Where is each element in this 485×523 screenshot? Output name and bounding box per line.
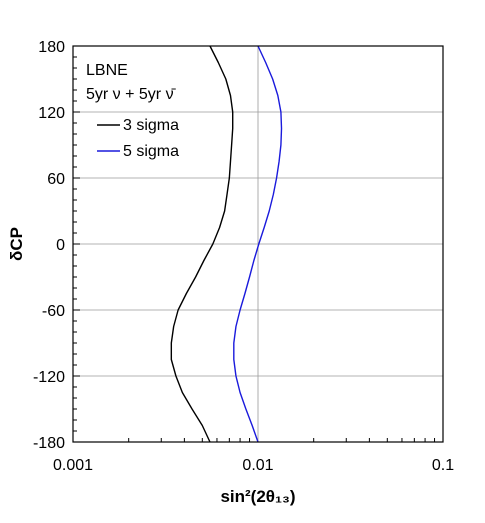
y-tick-label: -60 — [42, 303, 65, 320]
x-tick-label: 0.1 — [432, 457, 454, 474]
legend-label-3-sigma: 3 sigma — [123, 117, 179, 134]
legend-title-line-1: LBNE — [86, 62, 128, 79]
series-line-5-sigma — [233, 45, 283, 443]
series-line-3-sigma — [170, 45, 234, 443]
y-tick-labels: 180 120 60 0 -60 -120 -180 — [33, 39, 65, 452]
x-axis-title: sin²(2θ₁₃) — [220, 487, 295, 506]
x-tick-labels: 0.001 0.01 0.1 — [53, 457, 454, 474]
legend-title-line-2: 5yr ν + 5yr ν̄ — [86, 86, 177, 103]
y-tick-label: -120 — [33, 369, 65, 386]
legend-label-5-sigma: 5 sigma — [123, 143, 179, 160]
y-tick-label: 60 — [47, 171, 65, 188]
y-tick-label: 120 — [38, 105, 65, 122]
x-tick-label: 0.01 — [242, 457, 273, 474]
series-group — [170, 45, 283, 443]
legend: LBNE 5yr ν + 5yr ν̄ 3 sigma 5 sigma — [86, 62, 179, 160]
grid-lines — [73, 46, 443, 442]
minor-ticks — [73, 45, 436, 443]
y-tick-label: 180 — [38, 39, 65, 56]
y-tick-label: 0 — [56, 237, 65, 254]
y-tick-label: -180 — [33, 435, 65, 452]
y-axis-title: δCP — [7, 227, 26, 261]
x-tick-label: 0.001 — [53, 457, 93, 474]
plot-frame — [72, 45, 444, 443]
